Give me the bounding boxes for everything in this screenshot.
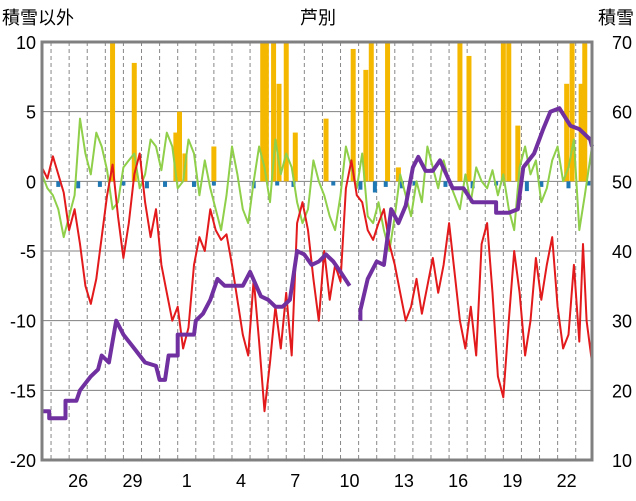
chart-title: 芦別 bbox=[300, 8, 336, 29]
left-tick-label: 0 bbox=[26, 172, 36, 192]
snowfall-bar bbox=[211, 181, 216, 186]
snowfall-bar bbox=[121, 181, 126, 186]
precipitation-bar bbox=[131, 62, 137, 182]
right-tick-label: 10 bbox=[612, 451, 632, 471]
left-tick-label: -5 bbox=[20, 242, 36, 262]
left-tick-label: 10 bbox=[16, 33, 36, 53]
x-tick-label: 1 bbox=[182, 471, 192, 491]
precipitation-bar bbox=[500, 42, 506, 182]
precipitation-bar bbox=[276, 83, 282, 182]
snowfall-bar bbox=[97, 181, 102, 187]
precipitation-bar bbox=[350, 48, 356, 182]
right-tick-label: 30 bbox=[612, 312, 632, 332]
snowfall-bar bbox=[163, 181, 168, 187]
left-tick-label: -15 bbox=[10, 381, 36, 401]
left-axis-ticks: 10 5 0 -5 -10 -15 -20 bbox=[10, 33, 36, 471]
sunshine-line bbox=[41, 117, 593, 252]
snow-depth-line bbox=[42, 249, 352, 421]
snowfall-bar bbox=[358, 181, 363, 190]
snowfall-bar bbox=[191, 181, 196, 187]
right-tick-label: 20 bbox=[612, 381, 632, 401]
precipitation-bar bbox=[569, 42, 575, 182]
snowfall-bar bbox=[331, 181, 336, 186]
snowfall-bar bbox=[566, 181, 571, 189]
snowfall-bar bbox=[383, 181, 388, 187]
x-tick-label: 4 bbox=[236, 471, 246, 491]
precipitation-bar bbox=[110, 42, 116, 182]
snowfall-bar bbox=[586, 181, 591, 186]
x-axis-ticks: 26 29 1 4 7 10 13 16 19 22 bbox=[68, 471, 577, 491]
right-tick-label: 50 bbox=[612, 172, 632, 192]
x-tick-label: 13 bbox=[394, 471, 414, 491]
x-tick-label: 29 bbox=[122, 471, 142, 491]
precipitation-bar bbox=[283, 42, 289, 182]
snowfall-bar bbox=[76, 181, 81, 189]
snowfall-bar bbox=[412, 181, 417, 186]
snow-depth-line bbox=[358, 106, 594, 321]
precipitation-bar bbox=[271, 42, 277, 182]
precipitation-bar bbox=[211, 146, 217, 182]
precipitation-bar bbox=[177, 111, 182, 182]
left-tick-label: 5 bbox=[26, 103, 36, 123]
plot-frame bbox=[40, 40, 594, 462]
precipitation-bar bbox=[292, 132, 298, 182]
precipitation-bar bbox=[582, 42, 588, 182]
x-tick-label: 19 bbox=[502, 471, 522, 491]
right-tick-label: 60 bbox=[612, 103, 632, 123]
precipitation-bar bbox=[515, 125, 521, 182]
series-lines bbox=[41, 106, 594, 421]
snowfall-bar bbox=[372, 181, 377, 193]
x-tick-label: 16 bbox=[448, 471, 468, 491]
x-tick-label: 7 bbox=[290, 471, 300, 491]
left-tick-label: -20 bbox=[10, 451, 36, 471]
x-tick-label: 26 bbox=[68, 471, 88, 491]
temperature-line bbox=[41, 152, 593, 413]
right-tick-label: 40 bbox=[612, 242, 632, 262]
snowfall-bar bbox=[275, 181, 280, 186]
left-tick-label: -10 bbox=[10, 312, 36, 332]
snowfall-bar bbox=[539, 181, 544, 187]
x-tick-label: 22 bbox=[557, 471, 577, 491]
right-axis-title: 積雪 bbox=[598, 8, 634, 29]
precipitation-bar bbox=[385, 42, 391, 182]
snowfall-bar bbox=[524, 181, 529, 192]
right-axis-ticks: 70 60 50 40 30 20 10 bbox=[612, 33, 632, 471]
snowfall-bar bbox=[443, 181, 448, 187]
precipitation-bar bbox=[457, 42, 463, 182]
precipitation-bar bbox=[395, 167, 401, 182]
snowfall-bar bbox=[56, 181, 61, 187]
precipitation-bar bbox=[263, 42, 269, 182]
precipitation-bar bbox=[564, 83, 570, 182]
precipitation-bar bbox=[363, 69, 369, 182]
right-tick-label: 70 bbox=[612, 33, 632, 53]
precipitation-bar bbox=[368, 42, 374, 182]
precipitation-bar bbox=[260, 42, 266, 182]
left-axis-title: 積雪以外 bbox=[2, 8, 74, 29]
precipitation-bar bbox=[173, 132, 179, 182]
precipitation-bar bbox=[506, 42, 512, 182]
snowfall-bar bbox=[144, 181, 149, 189]
precipitation-bar bbox=[323, 118, 329, 182]
precipitation-bar bbox=[466, 55, 472, 182]
x-tick-label: 10 bbox=[340, 471, 360, 491]
